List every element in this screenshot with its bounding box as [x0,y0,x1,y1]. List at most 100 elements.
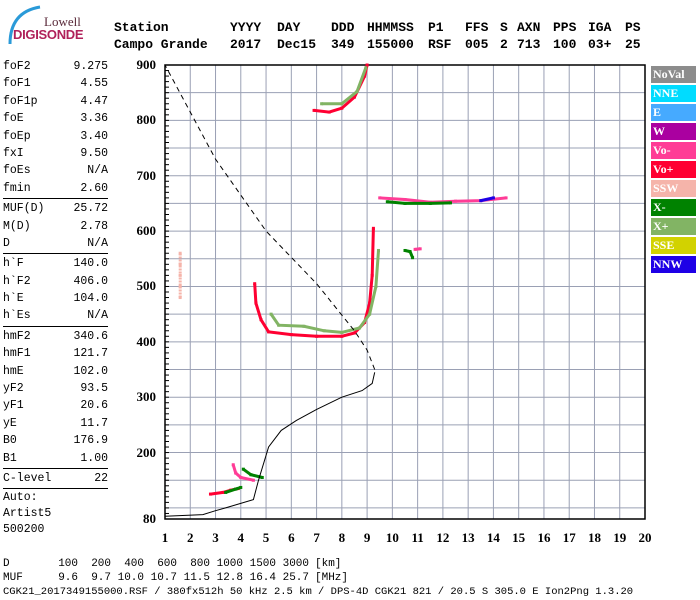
param-value: 340.6 [73,329,108,343]
y-tick-label: 80 [143,511,156,526]
header-label: FFS [465,20,489,35]
x-tick-label: 5 [262,530,270,545]
param-row: fmin 2.60 [3,180,108,197]
echo-point [224,490,228,494]
param-value: 2.78 [80,219,108,233]
echo-point [364,66,368,70]
echo-point [178,296,182,300]
autoscale-info: Auto: [3,491,38,505]
x-tick-label: 15 [512,530,526,545]
echo-point [241,467,245,471]
x-tick-label: 7 [313,530,320,545]
param-value: 22 [94,471,108,485]
param-name: C-level [3,471,52,485]
echo-point [231,463,235,467]
x-tick-label: 4 [237,530,245,545]
legend-item: W [651,123,696,140]
param-value: 406.0 [73,274,108,288]
echo-point [363,74,367,78]
echo-point [234,487,238,491]
param-name: h`F2 [3,274,31,288]
x-tick-label: 10 [385,530,399,545]
echo-point [249,473,253,477]
param-name: foF2 [3,60,31,73]
row-value: 10.7 [150,572,177,584]
param-value: 9.50 [80,146,108,160]
row-value: 400 [124,558,144,570]
echo-point [448,201,452,205]
param-row: h`E 104.0 [3,290,108,307]
x-tick-label: 16 [537,530,551,545]
param-row: yF2 93.5 [3,380,108,397]
echo-point [327,110,331,114]
echo-point [340,102,344,106]
row-value: 3000 [282,558,309,570]
legend-item: NNW [651,256,696,273]
param-name: MUF(D) [3,202,45,216]
echo-point [178,273,182,277]
row-value: 800 [190,558,210,570]
param-name: foEs [3,164,31,178]
param-name: yE [3,416,17,430]
echo-point [504,196,508,200]
param-value: 3.36 [80,112,108,126]
x-tick-label: 20 [638,530,652,545]
row-value: 1000 [216,558,243,570]
separator [3,467,108,469]
scaled-parameters-panel: foF2 9.275 foF1 4.55 foF1p 4.47 foE 3.36 foEp 3.4… [3,58,108,538]
param-name: h`E [3,292,24,306]
row-value: 25.7 [282,572,309,584]
echo-point [408,250,412,254]
param-row: M(D) 2.78 [3,218,108,235]
param-name: foEp [3,129,31,143]
param-value: 4.47 [80,94,108,108]
y-tick-label: 700 [136,167,157,183]
echo-point [267,330,271,334]
echo-point [376,248,380,252]
echo-point [178,251,182,255]
echo-point [368,312,372,316]
param-row: foEs N/A [3,162,108,179]
logo-arc-icon [8,5,41,45]
footer-info: CGK21_2017349155000.RSF / 380fx512h 50 k… [3,586,634,598]
echo-point [289,333,293,337]
row-value: 200 [91,558,111,570]
row-value: 100 [58,558,78,570]
param-row: yF1 20.6 [3,397,108,414]
param-value: 9.275 [73,60,108,73]
echo-point [320,102,324,106]
echo-point [352,95,356,99]
echo-point [479,199,483,203]
x-tick-label: 3 [212,530,219,545]
echo-point [260,475,264,479]
echo-point [411,256,415,260]
echo-point [358,326,362,330]
autoscale-info: 500200 [3,523,45,537]
param-name: yF1 [3,399,24,413]
muf-values-row: MUF 9.6 9.7 10.0 10.7 11.5 12.8 16.4 25.7 [MHz] [3,572,348,584]
x-tick-label: 19 [613,530,627,545]
echo-point [355,90,359,94]
echo-point [234,471,238,475]
legend-item: NNE [651,85,696,102]
param-name: hmF1 [3,347,31,361]
param-row: yE 11.7 [3,415,108,432]
echo-point [315,334,319,338]
header-value: 100 [553,37,577,52]
header-value: Dec15 [277,37,317,52]
row-value: 600 [157,558,177,570]
echo-point [413,247,417,251]
param-value: 176.9 [73,434,108,448]
echo-point [491,196,495,200]
x-tick-label: 6 [288,530,295,545]
separator [3,325,108,327]
x-tick-label: 9 [363,530,371,545]
x-tick-label: 2 [187,530,194,545]
param-name: h`F [3,257,24,271]
y-tick-label: 200 [136,444,157,460]
param-value: 4.55 [80,77,108,91]
topside-profile-line [164,64,376,370]
echo-point [385,200,389,204]
echo-point [370,273,374,277]
